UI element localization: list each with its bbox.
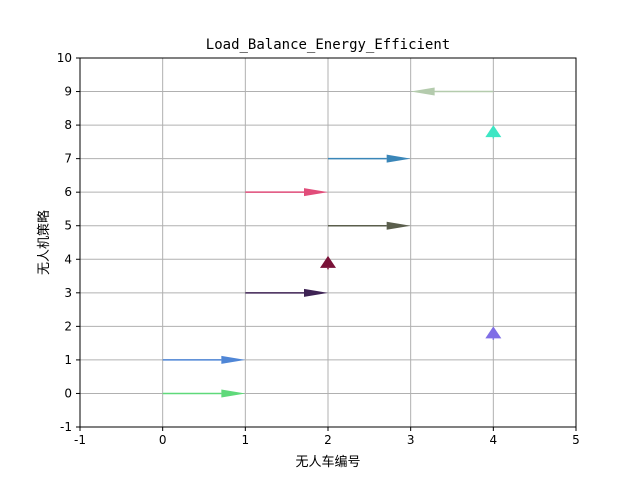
grid-lines — [79, 57, 577, 428]
arrow-head — [320, 255, 336, 268]
y-tick-label: 0 — [64, 386, 72, 400]
y-tick-label: 4 — [64, 252, 72, 266]
x-tick-label: -1 — [74, 433, 86, 447]
x-tick-label: 2 — [324, 433, 332, 447]
x-tick-label: 1 — [242, 433, 250, 447]
y-tick-label: 5 — [64, 219, 72, 233]
x-axis-label: 无人车编号 — [295, 454, 360, 470]
arrow-head — [304, 288, 328, 297]
quiver-arrow — [410, 87, 494, 96]
arrow-series — [162, 87, 502, 398]
arrow-head — [304, 188, 328, 197]
quiver-arrow — [485, 125, 502, 139]
quiver-arrow — [328, 154, 411, 163]
quiver-arrow — [328, 221, 411, 230]
quiver-arrow — [245, 188, 328, 197]
y-tick-label: 8 — [64, 118, 72, 132]
y-tick-label: -1 — [60, 420, 72, 434]
axis-ticks: -1 0 1 2 3 4 5 -1 0 1 2 3 4 5 6 7 8 9 10 — [57, 51, 580, 447]
quiver-arrow — [162, 355, 246, 364]
quiver-arrow — [162, 389, 246, 398]
y-tick-label: 9 — [64, 85, 72, 99]
x-tick-label: 3 — [407, 433, 415, 447]
arrow-head — [485, 326, 502, 339]
arrow-head — [386, 221, 411, 230]
arrow-head — [410, 87, 435, 96]
y-tick-label: 10 — [57, 51, 72, 65]
y-tick-label: 2 — [64, 319, 72, 333]
y-tick-label: 6 — [64, 185, 72, 199]
y-tick-label: 1 — [64, 353, 72, 367]
y-tick-label: 3 — [64, 286, 72, 300]
quiver-arrow — [485, 326, 502, 340]
arrow-head — [485, 125, 502, 138]
x-tick-label: 4 — [490, 433, 498, 447]
chart-title: Load_Balance_Energy_Efficient — [206, 37, 450, 53]
arrow-head — [221, 355, 246, 364]
x-tick-label: 0 — [159, 433, 167, 447]
x-tick-label: 5 — [572, 433, 580, 447]
y-axis-label: 无人机策略 — [36, 210, 52, 275]
arrow-head — [221, 389, 246, 398]
y-tick-label: 7 — [64, 152, 72, 166]
quiver-arrow — [245, 288, 328, 297]
arrow-head — [386, 154, 411, 163]
quiver-arrow — [320, 255, 336, 270]
